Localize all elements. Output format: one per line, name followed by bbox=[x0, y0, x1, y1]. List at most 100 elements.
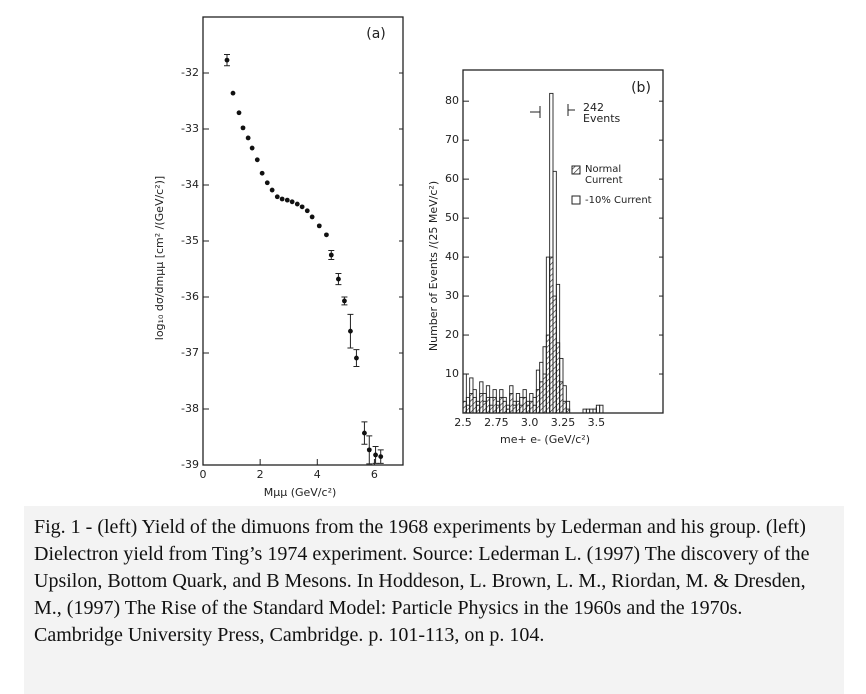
histogram-bar bbox=[512, 404, 517, 414]
histogram-bar bbox=[565, 400, 571, 414]
histogram-bar bbox=[469, 393, 474, 414]
y-axis-label: log₁₀ dσ/dmμμ [cm² /(GeV/c²)] bbox=[153, 176, 166, 340]
y-tick-label: -35 bbox=[181, 234, 199, 247]
y-tick-label: 50 bbox=[445, 211, 459, 224]
data-point bbox=[328, 252, 334, 258]
y-tick-label: 20 bbox=[445, 328, 459, 341]
histogram-bar bbox=[479, 393, 484, 414]
x-axis-label: me+ e- (GeV/c²) bbox=[500, 433, 590, 446]
histogram-bar bbox=[509, 393, 514, 414]
histogram-bar bbox=[509, 385, 514, 414]
data-point bbox=[259, 170, 265, 176]
y-tick-label: -38 bbox=[181, 402, 199, 415]
histogram-bar bbox=[475, 404, 481, 414]
x-tick-label: 0 bbox=[200, 468, 207, 481]
data-point bbox=[254, 157, 260, 163]
y-tick-label: 10 bbox=[445, 367, 459, 380]
plot-frame bbox=[202, 16, 404, 466]
histogram-bar bbox=[522, 396, 527, 414]
data-point bbox=[342, 298, 347, 304]
histogram-bar bbox=[545, 334, 551, 414]
x-tick-label: 2.5 bbox=[454, 416, 472, 429]
panel-label: (a) bbox=[366, 26, 386, 42]
histogram-bar bbox=[525, 404, 531, 414]
data-point bbox=[324, 232, 329, 238]
y-axis-label: Number of Events /(25 MeV/c²) bbox=[427, 181, 440, 351]
histogram-bar bbox=[532, 404, 537, 414]
data-point bbox=[378, 454, 384, 459]
y-tick-label: 40 bbox=[445, 250, 459, 263]
data-point bbox=[316, 223, 322, 229]
legend-swatch bbox=[571, 195, 581, 205]
data-point bbox=[362, 430, 367, 436]
x-tick-label: 6 bbox=[371, 468, 378, 481]
y-tick-label: -37 bbox=[181, 346, 199, 359]
histogram-bar bbox=[539, 381, 544, 414]
data-point bbox=[224, 57, 230, 63]
data-point bbox=[336, 276, 341, 282]
histogram-bar bbox=[499, 396, 504, 414]
histogram-bar bbox=[552, 295, 557, 414]
data-point bbox=[354, 355, 359, 361]
histogram-bar bbox=[555, 283, 561, 414]
x-axis-label: Mμμ (GeV/c²) bbox=[264, 486, 337, 499]
histogram-bar bbox=[462, 373, 467, 414]
histogram-bar bbox=[562, 400, 567, 414]
x-tick-label: 3.0 bbox=[521, 416, 539, 429]
x-tick-label: 4 bbox=[314, 468, 321, 481]
data-point bbox=[294, 201, 300, 207]
resolution-marker bbox=[530, 106, 541, 118]
x-tick-label: 2 bbox=[257, 468, 264, 481]
histogram-bar bbox=[465, 404, 471, 414]
legend-label: Normal Current bbox=[585, 164, 623, 186]
histogram-bar bbox=[515, 400, 521, 414]
histogram-bar bbox=[505, 408, 511, 414]
histogram-bar bbox=[549, 256, 554, 414]
data-point bbox=[284, 197, 290, 203]
x-tick-label: 3.5 bbox=[588, 416, 606, 429]
x-tick-label: 3.25 bbox=[551, 416, 576, 429]
histogram-bar bbox=[599, 404, 604, 414]
y-tick-label: -32 bbox=[181, 66, 199, 79]
data-point bbox=[299, 204, 305, 210]
y-tick-label: 80 bbox=[445, 94, 459, 107]
data-point bbox=[236, 110, 242, 116]
legend-swatch bbox=[571, 165, 581, 175]
data-point bbox=[348, 328, 353, 334]
y-tick-label: -39 bbox=[181, 458, 199, 471]
data-point bbox=[240, 125, 246, 131]
histogram-bar bbox=[565, 408, 571, 414]
histogram-bar bbox=[559, 381, 564, 414]
annotation: 242 Events bbox=[583, 101, 621, 125]
histogram-bar bbox=[555, 342, 561, 414]
data-point bbox=[249, 145, 255, 151]
histogram-bar bbox=[472, 396, 477, 414]
y-tick-label: 70 bbox=[445, 133, 459, 146]
histogram-bar bbox=[542, 373, 547, 414]
caption: Fig. 1 - (left) Yield of the dimuons fro… bbox=[24, 506, 844, 694]
annotation-arrow bbox=[567, 104, 575, 116]
y-tick-label: -34 bbox=[181, 178, 199, 191]
data-point bbox=[304, 208, 310, 214]
data-point bbox=[279, 196, 285, 202]
legend-label: -10% Current bbox=[585, 195, 652, 206]
data-point bbox=[245, 135, 251, 141]
data-point bbox=[274, 194, 280, 200]
x-tick-label: 2.75 bbox=[484, 416, 509, 429]
data-point bbox=[269, 187, 275, 193]
histogram-bar bbox=[562, 385, 567, 414]
data-point bbox=[230, 90, 236, 96]
data-point bbox=[373, 452, 378, 458]
y-tick-label: -33 bbox=[181, 122, 199, 135]
figure: (a) (b) Mμμ (GeV/c²) log₁₀ dσ/dmμμ [cm² … bbox=[153, 16, 664, 499]
histogram-bar bbox=[529, 400, 534, 414]
y-tick-label: -36 bbox=[181, 290, 199, 303]
histogram-bar bbox=[482, 400, 487, 414]
data-point bbox=[264, 180, 270, 186]
data-point bbox=[309, 214, 315, 220]
y-tick-label: 30 bbox=[445, 289, 459, 302]
histogram-bar bbox=[492, 396, 497, 414]
panel-label: (b) bbox=[631, 80, 651, 96]
histogram-bar bbox=[519, 404, 524, 414]
